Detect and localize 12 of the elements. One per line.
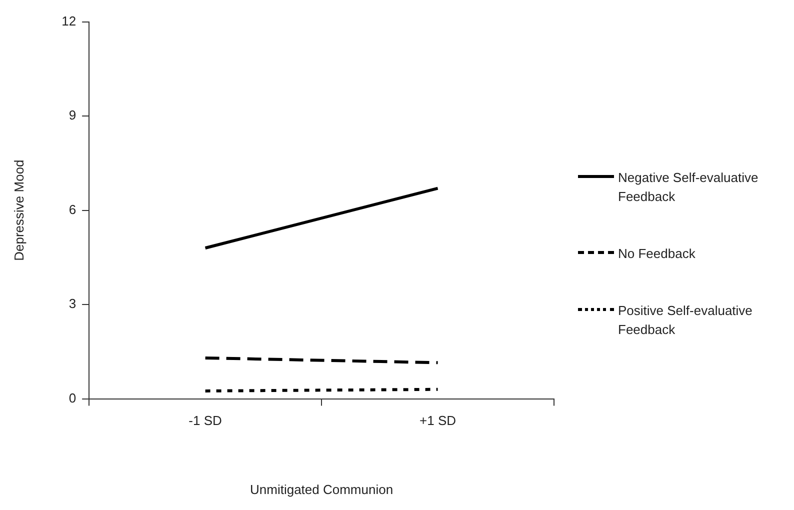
x-tick-label: +1 SD [420,413,456,428]
y-tick-label: 0 [68,390,76,406]
legend-label: Negative Self-evaluative Feedback [618,169,760,206]
legend-label: No Feedback [618,245,696,263]
y-axis-title: Depressive Mood [11,160,26,261]
y-tick-label: 3 [68,296,76,312]
y-tick-label: 9 [68,108,76,123]
x-tick-label: -1 SD [188,413,222,428]
y-tick-label: 12 [62,13,76,28]
y-tick-label: 6 [68,202,76,217]
x-axis-title: Unmitigated Communion [250,482,394,497]
legend-label: Positive Self-evaluative Feedback [618,302,754,339]
